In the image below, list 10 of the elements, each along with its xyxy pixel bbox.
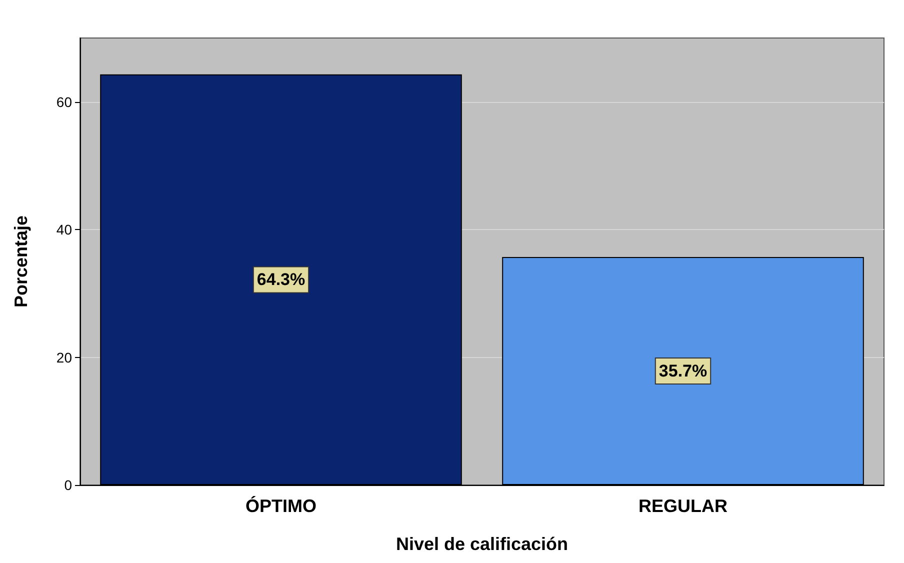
y-axis-title: Porcentaje bbox=[11, 215, 31, 308]
data-label: 35.7% bbox=[658, 362, 708, 381]
y-tick-label: 40 bbox=[56, 222, 72, 238]
y-tick-label: 20 bbox=[56, 349, 72, 366]
y-tick-label: 0 bbox=[64, 477, 72, 493]
data-label: 64.3% bbox=[256, 270, 306, 290]
x-axis-title: Nivel de calificación bbox=[396, 534, 568, 554]
y-tick-label: 60 bbox=[56, 94, 72, 110]
x-tick-label: REGULAR bbox=[638, 496, 728, 516]
x-tick-label: ÓPTIMO bbox=[246, 496, 316, 516]
